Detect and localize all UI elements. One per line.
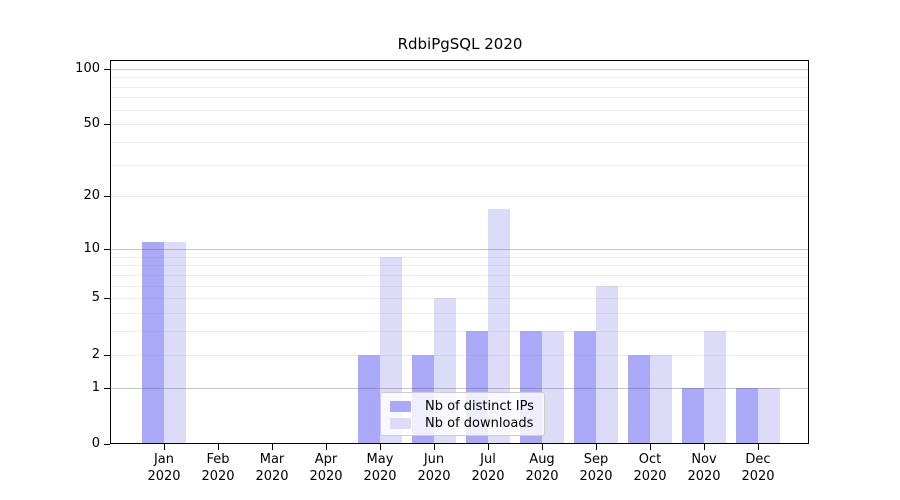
y-tick-5 [104,298,110,300]
x-tick-label-apr: Apr 2020 [309,452,343,484]
bar-ips-oct [628,354,650,444]
bar-ips-jan [142,241,164,444]
x-tick-aug [542,444,543,450]
bar-downloads-nov [704,331,726,444]
x-tick-oct [650,444,651,450]
x-tick-label-feb: Feb 2020 [201,452,235,484]
x-tick-jun [434,444,435,450]
x-tick-sep [596,444,597,450]
y-tick-10 [104,249,110,250]
x-tick-feb [218,444,219,450]
y-tick-label-20: 20 [83,188,100,204]
gridline-minor-20 [111,196,808,198]
y-tick-label-50: 50 [83,116,100,132]
y-tick-2 [104,354,110,356]
y-tick-100 [104,68,110,70]
bar-downloads-sep [596,285,618,444]
gridline-minor-90 [111,77,808,79]
gridline-minor-70 [111,97,808,99]
x-tick-nov [704,444,705,450]
y-tick-1 [104,387,110,389]
gridline-minor-5 [111,298,808,300]
legend-item-downloads: Nb of downloads [390,415,535,432]
x-tick-jul [488,444,489,450]
x-tick-label-oct: Oct 2020 [633,452,667,484]
legend-item-distinct-ips: Nb of distinct IPs [390,398,535,415]
gridline-minor-80 [111,86,808,88]
gridline-minor-3 [111,331,808,333]
x-tick-label-jan: Jan 2020 [147,452,181,484]
legend-swatch-downloads-icon [390,418,411,429]
y-tick-20 [104,196,110,198]
x-tick-dec [758,444,759,450]
x-tick-label-jun: Jun 2020 [417,452,451,484]
y-tick-label-100: 100 [75,60,100,76]
gridline-minor-4 [111,313,808,315]
chart-title: RdbiPgSQL 2020 [397,35,523,53]
gridline-minor-40 [111,142,808,143]
gridline-minor-6 [111,285,808,287]
y-tick-0 [104,444,110,445]
bar-ips-nov [682,387,704,444]
y-tick-label-10: 10 [83,241,100,256]
x-tick-label-mar: Mar 2020 [255,452,289,484]
gridline-minor-60 [111,109,808,111]
x-tick-apr [326,444,327,450]
bar-ips-sep [574,331,596,444]
gridline-minor-7 [111,274,808,276]
x-tick-may [380,444,381,450]
bar-downloads-jul [488,208,510,444]
bar-downloads-aug [542,331,564,444]
gridline-minor-30 [111,164,808,166]
x-tick-jan [164,444,165,450]
bar-downloads-oct [650,354,672,444]
legend-label-distinct-ips: Nb of distinct IPs [425,399,534,414]
y-tick-label-5: 5 [91,290,100,306]
bar-downloads-jan [164,241,186,444]
gridline-major-100 [111,68,808,70]
y-tick-label-1: 1 [91,379,100,395]
bar-ips-may [358,354,380,444]
gridline-minor-2 [111,354,808,356]
bar-ips-dec [736,387,758,444]
gridline-major-1 [111,387,808,389]
y-tick-50 [104,124,110,126]
y-tick-label-2: 2 [91,346,100,362]
legend-swatch-distinct-ips-icon [390,401,411,412]
legend-label-downloads: Nb of downloads [425,416,534,431]
x-tick-label-aug: Aug 2020 [525,452,559,484]
legend: Nb of distinct IPs Nb of downloads [380,392,545,436]
y-tick-label-0: 0 [91,436,100,451]
x-tick-label-sep: Sep 2020 [579,452,613,484]
gridline-minor-9 [111,256,808,258]
x-tick-mar [272,444,273,450]
x-tick-label-may: May 2020 [363,452,397,484]
gridline-major-10 [111,249,808,250]
bar-downloads-dec [758,387,780,444]
gridline-minor-8 [111,265,808,267]
gridline-minor-50 [111,124,808,126]
x-tick-label-nov: Nov 2020 [687,452,721,484]
x-tick-label-dec: Dec 2020 [741,452,775,484]
x-tick-label-jul: Jul 2020 [471,452,505,484]
